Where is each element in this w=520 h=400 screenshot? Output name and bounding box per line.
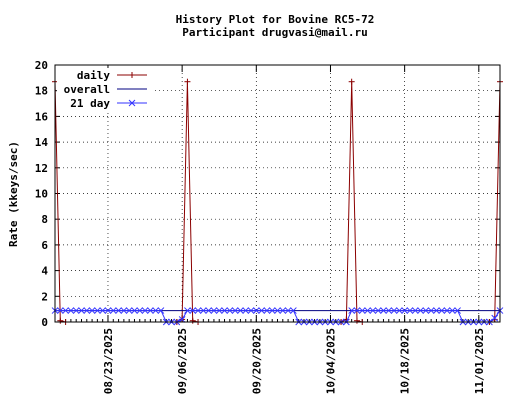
y-tick-label: 6 [41,239,48,252]
y-tick-label: 16 [35,110,49,123]
x-marker [438,307,446,314]
x-marker [417,307,424,314]
x-marker [268,307,276,314]
x-marker [88,307,96,314]
chart-title: History Plot for Bovine RC5-72 [176,13,375,26]
y-tick-label: 10 [35,188,48,201]
x-marker [184,307,191,314]
y-tick-label: 8 [41,213,48,226]
chart-subtitle: Participant drugvasi@mail.ru [182,26,367,39]
x-marker [147,307,154,314]
x-marker [433,307,440,314]
x-marker [99,307,107,314]
x-marker [491,314,499,322]
y-tick-label: 12 [35,162,48,175]
x-marker [374,307,382,314]
x-marker [128,99,136,107]
x-marker [448,307,456,314]
x-marker [258,307,265,314]
x-marker [353,307,361,314]
x-marker [411,307,419,314]
x-marker [125,307,133,314]
x-marker [221,307,228,314]
x-marker [454,307,461,314]
x-tick-label: 10/18/2025 [399,328,412,394]
x-marker [189,307,197,314]
plot-frame [54,64,501,323]
y-axis-label: Rate (kkeys/sec) [7,141,20,247]
x-marker [385,307,393,314]
x-marker [369,307,377,314]
y-tick-label: 0 [41,316,48,329]
x-marker [194,307,202,314]
x-marker [199,307,207,314]
x-marker [210,307,218,314]
x-marker [56,307,64,314]
x-marker [131,307,138,314]
x-marker [157,307,165,314]
y-tick-label: 2 [41,290,48,303]
x-marker [83,307,91,314]
x-marker [104,307,112,314]
x-marker [120,307,128,314]
legend-label-overall: overall [64,83,110,96]
x-marker [395,307,403,314]
y-tick-label: 18 [35,85,48,98]
x-marker [67,307,75,314]
x-marker [237,307,244,314]
x-marker [215,307,223,314]
x-marker [178,316,186,323]
x-marker [72,307,80,314]
grid-lines [55,65,500,322]
x-marker [152,307,160,314]
x-marker [252,307,260,314]
x-marker [364,307,371,314]
x-marker [279,307,287,314]
x-marker [284,307,292,314]
x-marker [62,307,69,314]
x-marker [422,307,430,314]
x-tick-label: 08/23/2025 [102,328,115,394]
x-axis-ticks: 08/23/2025 09/06/2025 09/20/2025 10/04/2025… [54,65,501,394]
x-marker [348,307,356,314]
y-tick-label: 4 [41,265,48,278]
x-marker [406,307,414,314]
x-marker [247,307,255,314]
x-marker [205,307,212,314]
x-marker [274,307,281,314]
x-marker [78,307,85,314]
legend-label-21-day: 21 day [70,97,110,110]
series-daily [52,78,503,325]
x-marker [231,307,239,314]
x-tick-label: 11/01/2025 [473,328,486,394]
x-marker [401,307,408,314]
y-axis-ticks: 0 2 4 6 8 10 12 14 16 18 20 [35,59,500,329]
x-marker [290,307,297,314]
x-marker [226,307,234,314]
x-tick-label: 09/06/2025 [176,328,189,394]
x-marker [136,307,144,314]
legend-label-daily: daily [77,69,110,82]
x-marker [390,307,398,314]
x-marker [115,307,122,314]
y-tick-label: 14 [35,136,49,149]
series-layer [51,78,504,326]
x-marker [443,307,451,314]
x-tick-label: 09/20/2025 [250,328,263,394]
series-line-daily [54,81,501,323]
x-marker [427,307,435,314]
x-tick-label: 10/04/2025 [324,328,337,394]
x-marker [380,307,387,314]
x-marker [109,307,117,314]
x-marker [141,307,149,314]
x-marker [358,307,366,314]
x-marker [242,307,250,314]
y-tick-label: 20 [35,59,48,72]
x-marker [263,307,271,314]
x-marker [94,307,101,314]
